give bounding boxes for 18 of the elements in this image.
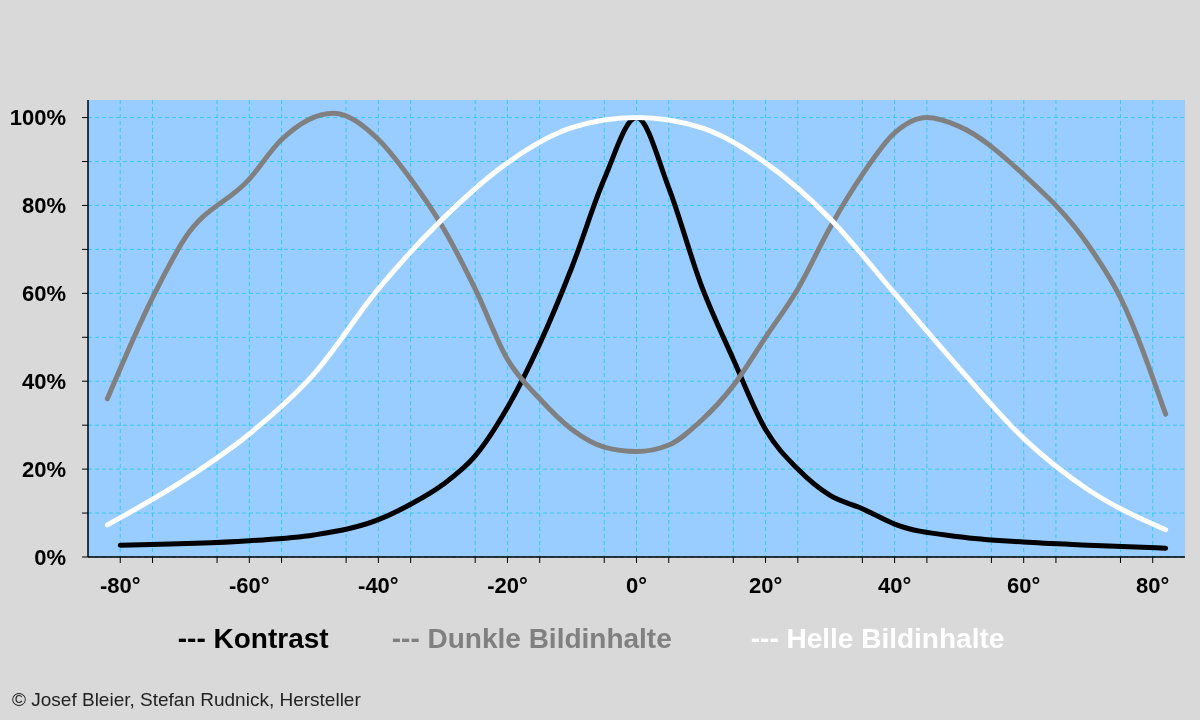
- y-tick-label: 20%: [21, 456, 66, 482]
- x-tick-label: 40°: [877, 573, 912, 598]
- x-tick-label: 80°: [1136, 573, 1170, 598]
- x-tick-label: 60°: [1007, 573, 1041, 598]
- x-tick-label: 0°: [625, 573, 648, 598]
- x-tick-label: 20°: [748, 573, 783, 598]
- text: © Josef Bleier, Stefan Rudnick, Hersteller: [12, 689, 362, 710]
- x-tick-label: -60°: [229, 573, 270, 598]
- y-tick-label: 60%: [21, 281, 66, 307]
- x-tick-label: -80°: [99, 573, 141, 598]
- text: --- Kontrast: [177, 623, 329, 654]
- x-tick-label: -40°: [358, 573, 399, 598]
- y-tick-label: 100%: [9, 105, 66, 131]
- y-tick-label: 80%: [21, 193, 66, 219]
- text: --- Dunkle Bildinhalte: [391, 623, 672, 654]
- y-tick-label: 0%: [34, 544, 66, 570]
- x-tick-label: -20°: [487, 573, 528, 598]
- y-tick-label: 40%: [21, 368, 66, 394]
